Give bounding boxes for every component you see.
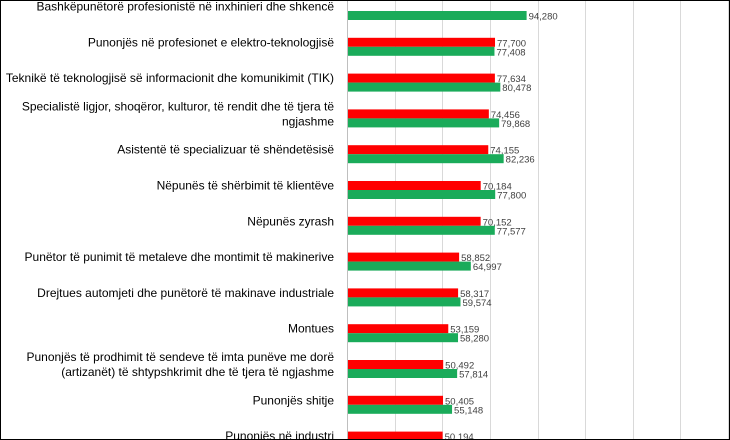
green-bar <box>347 82 501 92</box>
data-label: 55,148 <box>454 405 483 416</box>
data-label: 82,236 <box>506 155 535 166</box>
data-label: 77,577 <box>497 226 526 237</box>
category-label: Nëpunës zyrash <box>247 214 334 228</box>
data-label: 53,159 <box>450 325 479 336</box>
data-label: 77,408 <box>496 47 525 58</box>
category-label: Punonjës në profesionet e elektro-teknol… <box>88 35 334 49</box>
red-bar <box>347 73 495 83</box>
data-label: 58,852 <box>461 253 490 264</box>
category-label: Asistentë të specializuar të shëndetësis… <box>117 143 334 157</box>
category-label: Punëtor të punimit të metaleve dhe monti… <box>25 250 335 264</box>
category-label: Specialistë ligjor, shoqëror, kulturor, … <box>22 99 335 113</box>
red-bar <box>347 181 481 190</box>
red-bar <box>347 360 444 369</box>
green-bar <box>347 46 495 56</box>
data-label: 74,155 <box>490 146 519 157</box>
category-label: ngjashme <box>282 114 334 128</box>
data-label: 74,456 <box>491 110 520 121</box>
data-label: 64,997 <box>473 262 502 273</box>
green-bar <box>347 118 500 128</box>
category-label: Punonjës të prodhimit të sendeve të imta… <box>26 350 334 364</box>
category-label: Teknikë të teknologjisë së informacionit… <box>6 71 334 85</box>
data-label: 50,194 <box>445 432 474 439</box>
category-label: Drejtues automjeti dhe punëtorë të makin… <box>37 286 334 300</box>
green-bar <box>347 154 504 164</box>
data-label: 70,152 <box>483 217 512 228</box>
red-bar <box>347 252 460 262</box>
data-label: 50,492 <box>445 361 474 372</box>
green-bar <box>347 297 461 307</box>
category-label: Nëpunës të shërbimit të klientëve <box>157 179 335 193</box>
green-bar <box>347 404 453 414</box>
red-bar <box>347 37 496 47</box>
data-label: 77,800 <box>497 191 526 202</box>
data-label: 59,574 <box>462 298 491 309</box>
data-label: 80,478 <box>502 83 531 94</box>
red-bar <box>347 288 459 298</box>
green-bar <box>347 11 527 20</box>
data-label: 58,317 <box>460 289 489 300</box>
data-label: 58,280 <box>460 334 489 345</box>
green-bar <box>347 190 496 199</box>
category-label: Bashkëpunëtorë profesionistë në inxhinie… <box>36 1 334 14</box>
green-bar <box>347 261 471 271</box>
data-label: 57,814 <box>459 370 488 381</box>
red-bar <box>347 431 443 439</box>
green-bar <box>347 369 458 378</box>
category-label: Montues <box>288 322 334 336</box>
data-label: 77,634 <box>497 74 526 85</box>
data-label: 77,700 <box>497 38 526 49</box>
category-label: (artizanët) të shtypshkrimit dhe të tjer… <box>61 365 334 379</box>
data-label: 94,280 <box>529 12 558 23</box>
data-label: 70,184 <box>483 182 512 193</box>
red-bar <box>347 395 444 405</box>
red-bar <box>347 324 449 334</box>
red-bar <box>347 145 489 155</box>
red-bar <box>347 109 489 119</box>
category-label: Punonjës në industri <box>225 429 334 439</box>
data-label: 79,868 <box>501 119 530 130</box>
green-bar <box>347 225 495 235</box>
data-label: 50,405 <box>445 396 474 407</box>
green-bar <box>347 333 459 343</box>
red-bar <box>347 216 481 226</box>
category-label: Punonjës shitje <box>253 393 335 407</box>
